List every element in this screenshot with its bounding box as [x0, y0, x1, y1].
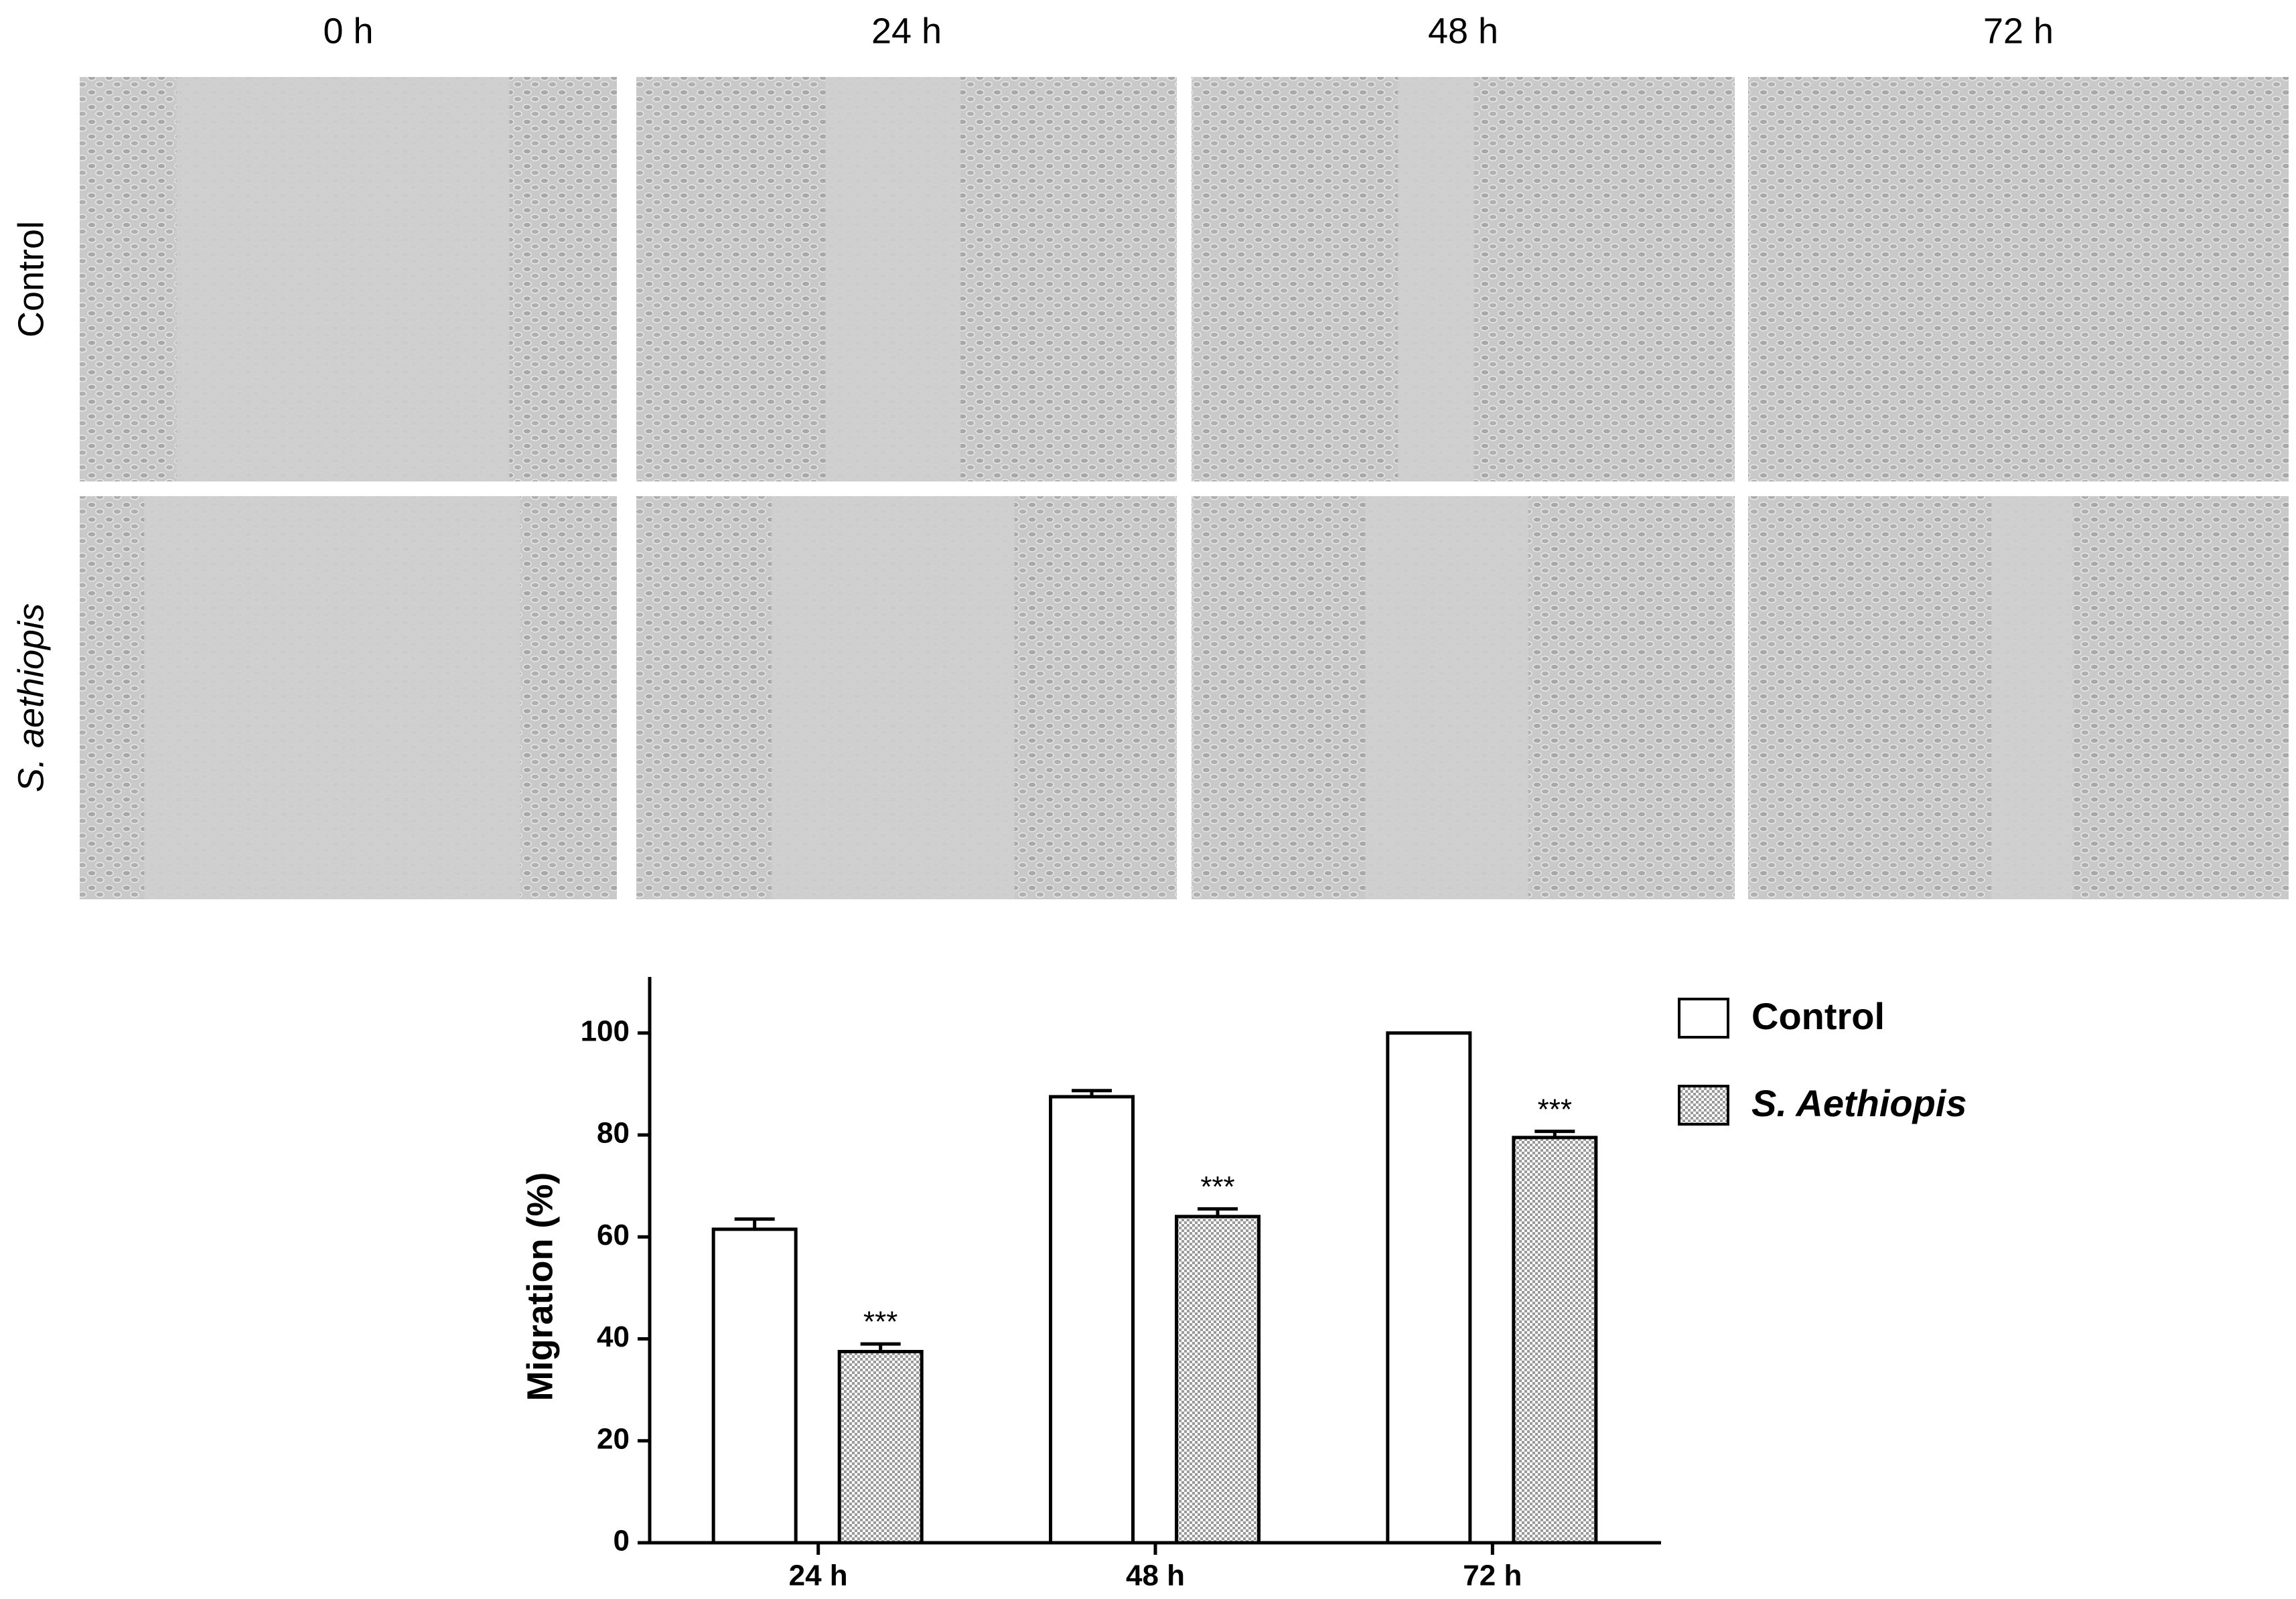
- bar-chart: 0 20 40 60 80 100 Migration (%) 24 h *** 48 h *** 7…: [520, 977, 1967, 1592]
- micrograph: [1748, 77, 2289, 481]
- significance: ***: [1200, 1170, 1234, 1203]
- significance: ***: [1538, 1093, 1572, 1126]
- wound-area: [825, 77, 961, 481]
- row-label: S. aethiopis: [11, 603, 51, 792]
- wound-area: [1398, 77, 1474, 481]
- y-tick-label: 60: [597, 1219, 630, 1251]
- x-tick-label: 72 h: [1463, 1559, 1522, 1592]
- legend-label: S. Aethiopis: [1751, 1082, 1967, 1124]
- wound-area: [1365, 496, 1528, 899]
- legend-swatch: [1678, 1085, 1729, 1126]
- wound-area: [176, 77, 510, 481]
- x-tick-label: 24 h: [789, 1559, 848, 1592]
- column-label: 24 h: [871, 11, 942, 51]
- y-axis-label: Migration (%): [520, 1172, 560, 1401]
- bar: [1175, 1215, 1261, 1545]
- bar: [1049, 1095, 1135, 1545]
- column-label: 48 h: [1428, 11, 1498, 51]
- legend-swatch: [1678, 998, 1729, 1039]
- y-tick-label: 80: [597, 1117, 630, 1150]
- y-tick-label: 0: [614, 1525, 630, 1557]
- row-label: Control: [11, 221, 51, 337]
- legend-label: Control: [1751, 995, 1885, 1037]
- column-label: 0 h: [323, 11, 373, 51]
- bar: [711, 1227, 798, 1545]
- bar: [1512, 1136, 1598, 1545]
- y-tick-label: 100: [581, 1014, 630, 1047]
- x-tick-label: 48 h: [1126, 1559, 1185, 1592]
- y-tick-label: 20: [597, 1422, 630, 1455]
- micrograph-grid: 0 h 24 h 48 h 72 h Control S. aethiopis: [11, 11, 2289, 899]
- bar: [1386, 1031, 1472, 1545]
- wound-area: [1991, 496, 2073, 899]
- bar: [837, 1350, 924, 1545]
- column-label: 72 h: [1983, 11, 2054, 51]
- wound-area: [144, 496, 520, 899]
- y-tick-label: 40: [597, 1320, 630, 1353]
- significance: ***: [863, 1306, 898, 1339]
- wound-area: [771, 496, 1015, 899]
